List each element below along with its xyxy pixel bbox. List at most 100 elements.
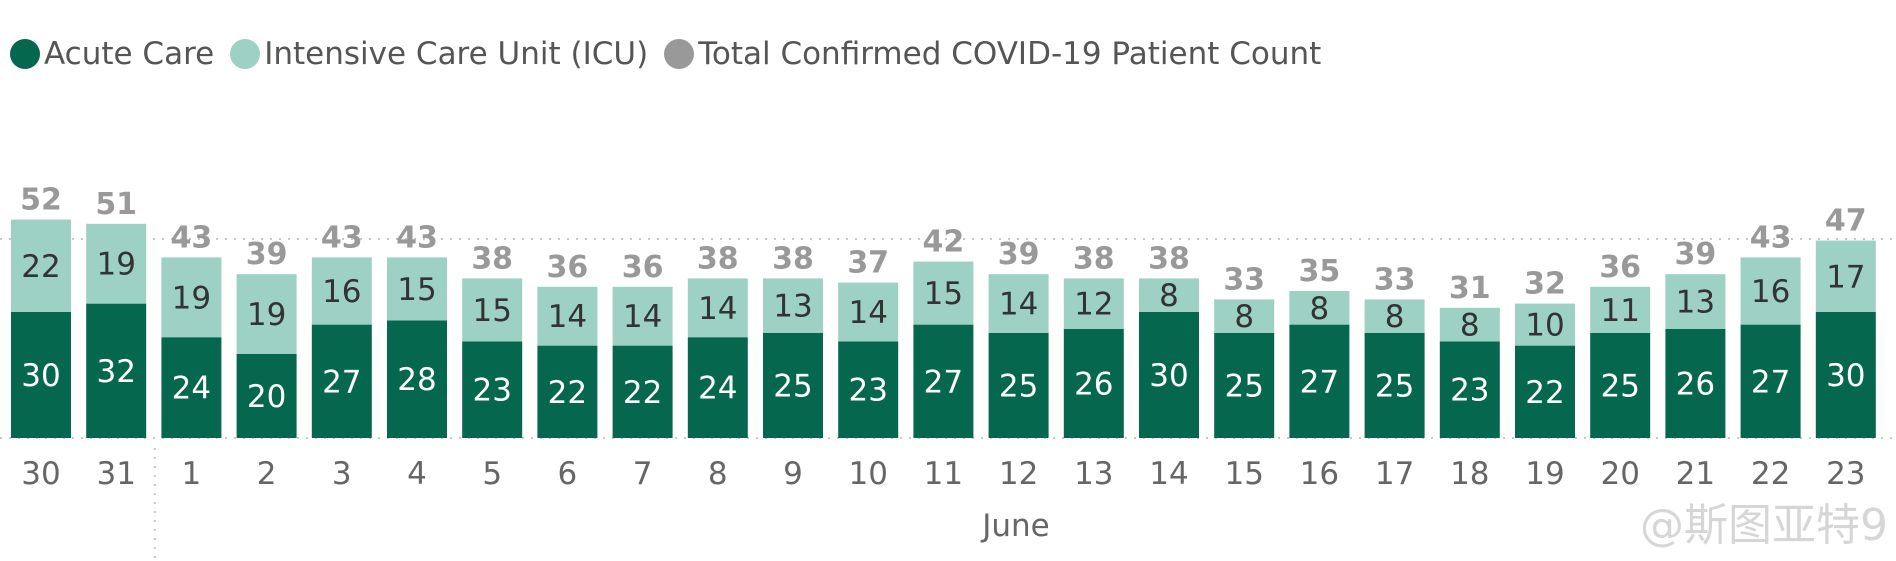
label-acute-care-7: 22 (623, 375, 662, 411)
x-tick-14: 14 (1149, 456, 1188, 492)
label-total-16: 35 (1299, 254, 1341, 289)
label-acute-care-30: 30 (21, 358, 60, 394)
bar-icu-20 (1590, 286, 1651, 333)
x-tick-6: 6 (558, 456, 578, 492)
chart-legend: Acute Care Intensive Care Unit (ICU) Tot… (10, 36, 1337, 72)
bar-acute-care-31 (86, 303, 147, 438)
label-acute-care-3: 27 (322, 364, 361, 400)
x-tick-16: 16 (1300, 456, 1339, 492)
bar-acute-care-17 (1364, 333, 1425, 438)
bar-icu-3 (311, 257, 372, 325)
bar-icu-5 (462, 278, 523, 342)
legend-item-icu[interactable]: Intensive Care Unit (ICU) (230, 36, 648, 72)
bar-icu-4 (387, 257, 447, 321)
label-acute-care-16: 27 (1300, 364, 1339, 400)
label-icu-3: 16 (322, 274, 361, 310)
label-total-5: 38 (471, 241, 513, 276)
label-total-6: 36 (547, 250, 589, 285)
month-label: June (980, 508, 1050, 544)
label-acute-care-15: 25 (1224, 369, 1263, 405)
bar-acute-care-18 (1439, 341, 1500, 438)
bar-icu-7 (612, 286, 673, 346)
label-total-20: 36 (1599, 250, 1641, 285)
label-icu-11: 15 (924, 276, 963, 312)
label-icu-30: 22 (21, 249, 60, 285)
bar-icu-22 (1740, 257, 1801, 325)
label-acute-care-12: 25 (999, 369, 1038, 405)
bar-acute-care-16 (1289, 324, 1350, 438)
label-total-14: 38 (1148, 241, 1190, 276)
legend-label-total: Total Confirmed COVID-19 Patient Count (698, 36, 1322, 72)
bar-acute-care-7 (612, 345, 673, 438)
legend-item-total[interactable]: Total Confirmed COVID-19 Patient Count (664, 36, 1321, 72)
bar-icu-23 (1815, 240, 1876, 312)
label-total-1: 43 (171, 220, 213, 255)
label-icu-2: 19 (247, 297, 286, 333)
bar-icu-9 (763, 278, 823, 333)
x-tick-11: 11 (924, 456, 963, 492)
label-icu-21: 13 (1676, 285, 1715, 321)
label-icu-17: 8 (1385, 299, 1405, 335)
label-total-2: 39 (246, 237, 288, 272)
label-total-9: 38 (772, 241, 814, 276)
bar-acute-care-30 (11, 312, 71, 438)
label-acute-care-18: 23 (1450, 373, 1489, 409)
bar-acute-care-22 (1740, 324, 1801, 438)
label-acute-care-22: 27 (1751, 364, 1790, 400)
bar-icu-17 (1364, 299, 1425, 333)
x-tick-2: 2 (257, 456, 277, 492)
legend-label-acute-care: Acute Care (44, 36, 215, 72)
label-total-3: 43 (321, 220, 363, 255)
bar-icu-6 (537, 286, 598, 346)
x-tick-15: 15 (1224, 456, 1263, 492)
label-acute-care-9: 25 (773, 369, 812, 405)
bar-acute-care-12 (988, 333, 1049, 438)
bar-icu-8 (687, 278, 748, 338)
label-acute-care-21: 26 (1676, 366, 1715, 402)
label-total-10: 37 (847, 246, 889, 281)
label-icu-1: 19 (172, 280, 211, 316)
bar-acute-care-19 (1515, 345, 1575, 438)
label-icu-7: 14 (623, 299, 662, 335)
x-tick-18: 18 (1450, 456, 1489, 492)
label-icu-12: 14 (999, 287, 1038, 323)
watermark: @斯图亚特9 (1640, 500, 1888, 551)
label-acute-care-23: 30 (1826, 358, 1865, 394)
bar-icu-18 (1439, 307, 1500, 342)
bar-icu-14 (1139, 278, 1199, 312)
bar-acute-care-6 (537, 345, 598, 438)
label-icu-5: 15 (472, 293, 511, 329)
label-total-11: 42 (923, 225, 965, 260)
x-tick-20: 20 (1600, 456, 1639, 492)
bar-acute-care-2 (236, 354, 297, 438)
bar-acute-care-20 (1590, 333, 1651, 438)
label-acute-care-20: 25 (1600, 369, 1639, 405)
label-icu-4: 15 (397, 272, 436, 308)
legend-item-acute-care[interactable]: Acute Care (10, 36, 214, 72)
label-total-8: 38 (697, 241, 739, 276)
x-tick-9: 9 (783, 456, 803, 492)
label-total-4: 43 (396, 220, 438, 255)
x-tick-1: 1 (182, 456, 202, 492)
x-tick-30: 30 (21, 456, 60, 492)
label-acute-care-14: 30 (1149, 358, 1188, 394)
bar-icu-21 (1665, 274, 1726, 329)
legend-label-icu: Intensive Care Unit (ICU) (264, 36, 649, 72)
label-acute-care-31: 32 (96, 354, 135, 390)
label-acute-care-11: 27 (924, 364, 963, 400)
label-total-12: 39 (998, 237, 1040, 272)
bar-acute-care-13 (1063, 328, 1124, 438)
label-icu-8: 14 (698, 291, 737, 327)
label-icu-19: 10 (1525, 308, 1564, 344)
bar-icu-13 (1063, 278, 1124, 329)
legend-dot-acute-care (10, 39, 40, 69)
bar-acute-care-10 (838, 341, 899, 438)
bar-icu-10 (838, 282, 899, 342)
legend-dot-icu (230, 39, 261, 69)
label-total-18: 31 (1449, 271, 1491, 306)
label-acute-care-13: 26 (1074, 366, 1113, 402)
x-tick-7: 7 (633, 456, 653, 492)
label-icu-10: 14 (848, 295, 887, 331)
label-total-23: 47 (1825, 204, 1867, 239)
